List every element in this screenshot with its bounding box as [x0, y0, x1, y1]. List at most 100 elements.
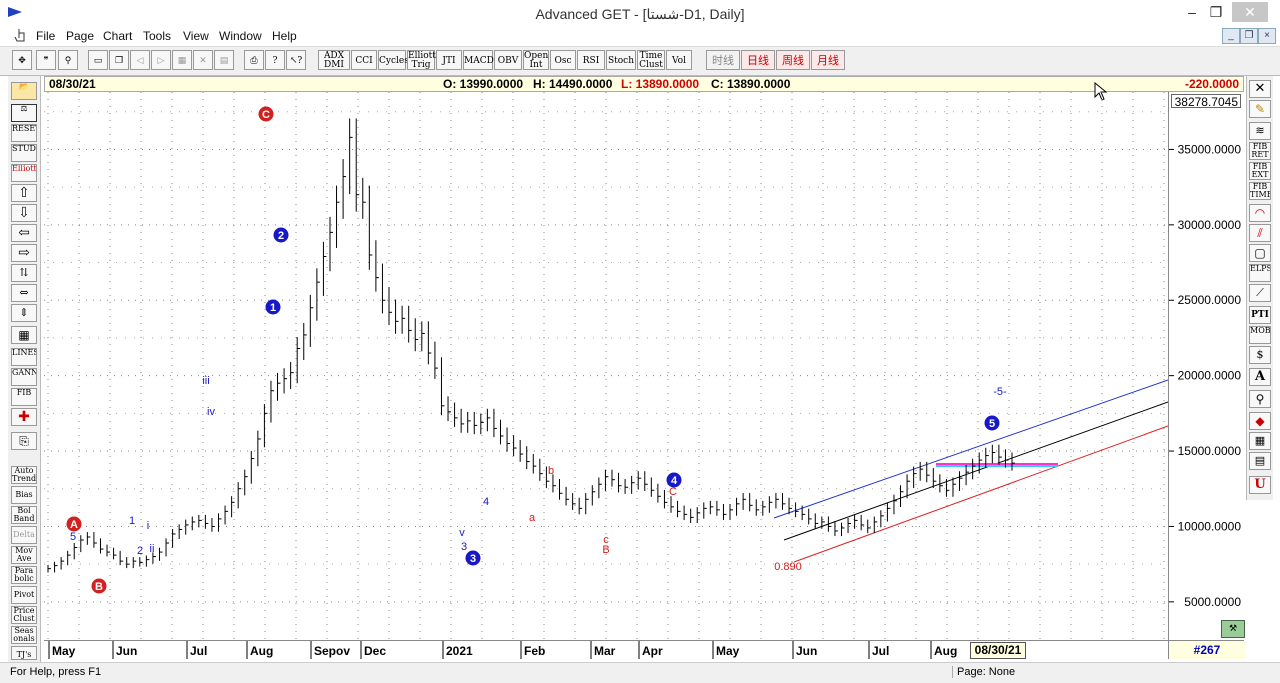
arrow-left-icon[interactable]: ⇦	[11, 224, 37, 242]
x-tick-label: May	[716, 644, 740, 658]
mob-button[interactable]: MOB	[1249, 326, 1271, 344]
arrow-right-icon[interactable]: ⇨	[11, 244, 37, 262]
study-elliott-trig-button[interactable]: Elliott Trig	[407, 50, 436, 70]
bol-band-button[interactable]: Bol Band	[11, 506, 37, 524]
copy-icon[interactable]: ❐	[109, 50, 129, 70]
open-folder-icon[interactable]: 📂	[11, 82, 37, 100]
tjs-button[interactable]: TJ's	[11, 646, 37, 660]
print-icon[interactable]: ⎙	[244, 50, 264, 70]
bias-button[interactable]: Bias	[11, 486, 37, 504]
study-adx-dmi-button[interactable]: ADX DMI	[318, 50, 350, 70]
study-open-int-button[interactable]: Open Int	[523, 50, 549, 70]
forward-icon[interactable]: ▷	[151, 50, 171, 70]
page-icon[interactable]: ▤	[1249, 452, 1271, 470]
menu-page[interactable]: Page	[66, 29, 95, 43]
menu-window[interactable]: Window	[219, 29, 262, 43]
study-stoch-button[interactable]: Stoch	[606, 50, 636, 70]
study-jti-button[interactable]: JTI	[436, 50, 462, 70]
grid-toggle-icon[interactable]: ▦	[11, 326, 37, 344]
arrow-down-icon[interactable]: ⇩	[11, 204, 37, 222]
arc-icon[interactable]: ◠	[1249, 204, 1271, 222]
arrow-up-icon[interactable]: ⇧	[11, 184, 37, 202]
channel-icon[interactable]: ⫽	[1249, 224, 1271, 242]
elliott-button[interactable]: Elliott	[11, 164, 37, 182]
seasonals-button[interactable]: Seas onals	[11, 626, 37, 644]
wave-circle-text: B	[95, 581, 103, 593]
save-layout-icon[interactable]: ⎘	[11, 432, 37, 450]
mdi-close-button[interactable]: ×	[1258, 28, 1276, 44]
timeframe-monthly-button[interactable]: 月线	[811, 50, 845, 70]
study-cci-button[interactable]: CCI	[351, 50, 377, 70]
timeframe-weekly-button[interactable]: 周线	[776, 50, 810, 70]
new-page-icon[interactable]: ▭	[88, 50, 108, 70]
fib-ret-button[interactable]: FIB RET	[1249, 142, 1271, 160]
chart-settings-icon[interactable]: ⚒	[1221, 620, 1245, 638]
grid-icon-right[interactable]: ▦	[1249, 432, 1271, 450]
menu-tools[interactable]: Tools	[143, 29, 172, 43]
box-icon[interactable]: ▢	[1249, 244, 1271, 262]
mdi-restore-button[interactable]: ❐	[1240, 28, 1258, 44]
quote-icon[interactable]: ❞	[36, 50, 56, 70]
wave-circle-label: A	[66, 516, 82, 532]
fib-time-button[interactable]: FIB TIME	[1249, 182, 1271, 200]
fib-ext-button[interactable]: FIB EXT	[1249, 162, 1271, 180]
timeframe-hour-button[interactable]: 时线	[706, 50, 740, 70]
wave-label: 4	[483, 496, 489, 508]
study-macd-button[interactable]: MACD	[463, 50, 494, 70]
price-clust-button[interactable]: Price Clust	[11, 606, 37, 624]
study-obv-button[interactable]: OBV	[494, 50, 522, 70]
fib-button[interactable]: FIB	[11, 388, 37, 406]
fan-lines-icon[interactable]: ≋	[1249, 122, 1271, 140]
help-bulb-icon[interactable]: ?	[265, 50, 285, 70]
pivot-button[interactable]: Pivot	[11, 586, 37, 604]
lines-button[interactable]: LINES	[11, 348, 37, 366]
mdi-minimize-button[interactable]: _	[1222, 28, 1240, 44]
context-help-icon[interactable]: ↖?	[286, 50, 306, 70]
ruler-icon[interactable]: ⟋	[1249, 284, 1271, 302]
study-osc-button[interactable]: Osc	[550, 50, 576, 70]
menu-file[interactable]: File	[36, 29, 56, 43]
expand-icon[interactable]: ⇕	[11, 304, 37, 322]
pencil-icon[interactable]: ✎	[1249, 100, 1271, 118]
restore-button[interactable]: ❐	[1209, 4, 1223, 20]
delete-icon[interactable]: ✕	[193, 50, 213, 70]
study-rsi-button[interactable]: RSI	[577, 50, 605, 70]
study-cycles-button[interactable]: Cycles	[378, 50, 409, 70]
cross-cursor-icon[interactable]: ✕	[1249, 80, 1271, 98]
crosshair-icon[interactable]: ✚	[11, 408, 37, 426]
back-icon[interactable]: ◁	[130, 50, 150, 70]
study-vol-button[interactable]: Vol	[666, 50, 692, 70]
mov-ave-button[interactable]: Mov Ave	[11, 546, 37, 564]
parabolic-button[interactable]: Para bolic	[11, 566, 37, 584]
study-time-clust-button[interactable]: Time Clust	[637, 50, 665, 70]
study-button[interactable]: STUDY	[11, 144, 37, 162]
top-price-label: 38278.7045	[1171, 94, 1241, 109]
close-button[interactable]: ✕	[1232, 2, 1268, 22]
pti-button[interactable]: PTI	[1249, 306, 1271, 324]
reset-button[interactable]: RESET	[11, 124, 37, 142]
ellipse-button[interactable]: ELPS	[1249, 264, 1271, 282]
app-icon	[8, 7, 22, 17]
dollar-icon[interactable]: $	[1249, 346, 1271, 364]
eraser-icon[interactable]: ◆	[1249, 412, 1271, 430]
magnifier-icon[interactable]: ⚲	[58, 50, 78, 70]
pointer-tool-icon[interactable]: ✥	[12, 50, 32, 70]
zoom-icon[interactable]: ⚲	[1249, 390, 1271, 408]
menu-chart[interactable]: Chart	[103, 29, 133, 43]
grid-icon[interactable]: ▦	[172, 50, 192, 70]
scale-icon[interactable]: ⚖	[11, 104, 37, 122]
price-axis-ticks: 35000.0000 30000.0000 25000.0000 20000.0000…	[1169, 142, 1241, 609]
u-tool-icon[interactable]: U	[1249, 476, 1271, 494]
minimize-button[interactable]: –	[1188, 4, 1196, 20]
menu-help[interactable]: Help	[272, 29, 297, 43]
gann-button[interactable]: GANN	[11, 368, 37, 386]
timeframe-daily-button[interactable]: 日线	[741, 50, 775, 70]
zoom-bars-icon[interactable]: ⇅	[11, 264, 37, 282]
compress-icon[interactable]: ⇔	[11, 284, 37, 302]
menu-view[interactable]: View	[183, 29, 209, 43]
layout-icon[interactable]: ▤	[214, 50, 234, 70]
auto-trend-button[interactable]: Auto Trend	[11, 466, 37, 484]
text-tool-icon[interactable]: A	[1249, 368, 1271, 386]
delta-button[interactable]: Delta	[11, 526, 37, 544]
